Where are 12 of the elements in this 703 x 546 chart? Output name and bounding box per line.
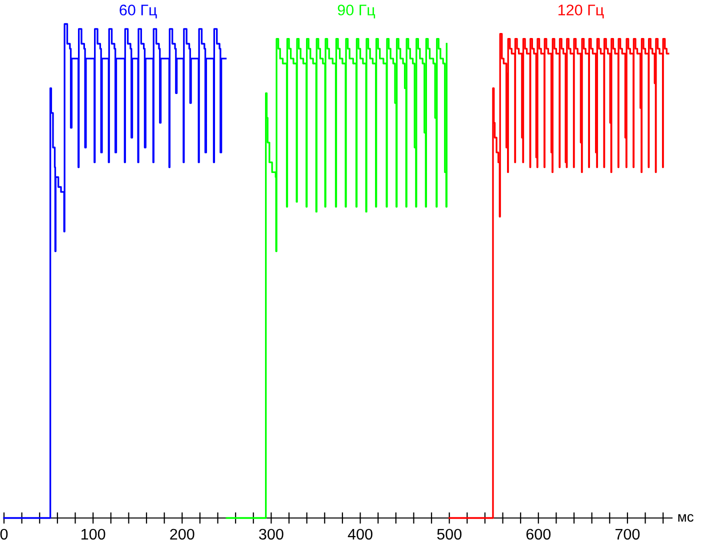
x-tick-label: 500 — [437, 528, 462, 540]
series-label: 90 Гц — [338, 4, 376, 18]
x-tick-label: 400 — [348, 528, 372, 540]
x-tick-label: 700 — [616, 528, 640, 540]
x-tick-label: 200 — [170, 528, 194, 540]
x-tick-label: 100 — [81, 528, 106, 540]
series-label: 120 Гц — [558, 4, 604, 18]
x-axis-title: мс — [678, 514, 694, 522]
series-label: 60 Гц — [120, 4, 157, 18]
x-tick-label: 0 — [0, 528, 8, 540]
x-tick-label: 600 — [526, 528, 551, 540]
x-tick-label: 300 — [259, 528, 284, 540]
